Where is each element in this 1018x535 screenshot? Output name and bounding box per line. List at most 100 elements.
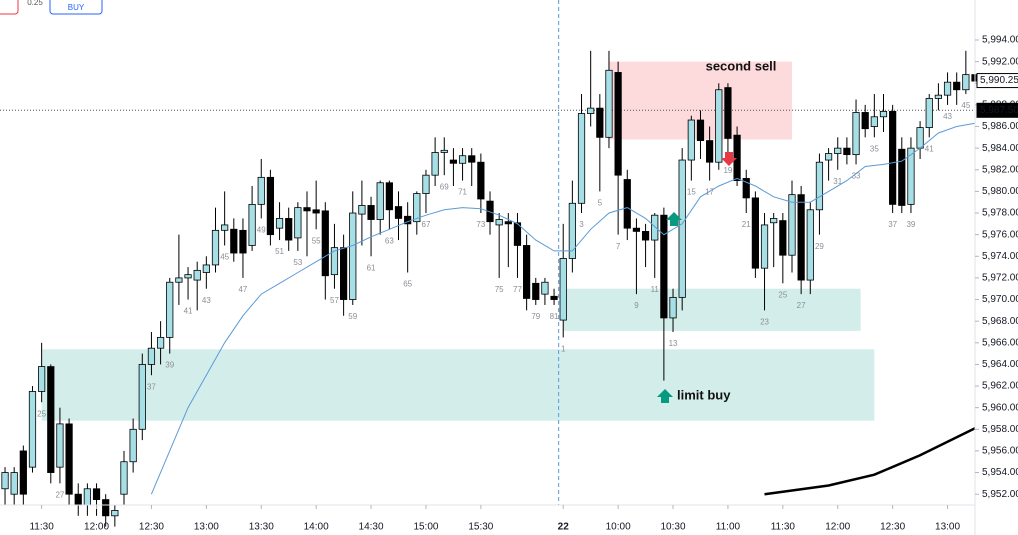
x-tick-label: 14:00 [304, 522, 329, 533]
price-label: 5,990.25 [980, 75, 1018, 86]
candle-body [495, 219, 503, 226]
x-tick-label: 15:00 [413, 522, 438, 533]
bar-number: 37 [888, 220, 897, 229]
candle-body [10, 472, 18, 495]
x-tick-label: 15:30 [468, 522, 493, 533]
bar-number: 7 [616, 242, 621, 251]
bar-number: 67 [422, 220, 431, 229]
candle-body [340, 247, 348, 300]
candle-body [413, 193, 421, 223]
bar-number: 65 [403, 280, 412, 289]
y-tick-label: 5,976.00 [982, 229, 1018, 240]
candle-body [449, 159, 458, 164]
bar-number: 49 [257, 226, 266, 235]
candle-body [138, 364, 146, 430]
candle-body [38, 366, 46, 392]
bar-number: 43 [202, 296, 211, 305]
bar-number: 33 [852, 171, 861, 180]
x-tick-label: 14:30 [359, 522, 384, 533]
candle-body [376, 182, 384, 220]
candle-body [285, 218, 293, 241]
candle-body [651, 214, 659, 241]
candle-body [541, 281, 549, 295]
bar-number: 41 [184, 307, 193, 316]
annotation: second sell [706, 58, 777, 73]
y-tick-label: 5,974.00 [982, 251, 1018, 262]
x-tick-label: 11:30 [29, 522, 54, 533]
bar-number: 35 [870, 144, 879, 153]
candle-body [431, 152, 439, 176]
candle-body [962, 74, 970, 91]
candle-body [166, 281, 174, 338]
bar-number: 45 [961, 101, 970, 110]
bar-number: 47 [238, 285, 247, 294]
candle-body [129, 428, 137, 463]
candle-body [806, 209, 814, 281]
candle-body [92, 488, 101, 500]
y-tick-label: 5,980.00 [982, 186, 1018, 197]
bar-number: 51 [275, 247, 284, 256]
candle-body [742, 178, 750, 199]
zone [563, 288, 861, 331]
candle-body [230, 228, 238, 254]
candle-body [788, 194, 796, 256]
candle-body [797, 194, 805, 281]
candle-body [349, 212, 357, 300]
y-tick-label: 5,956.00 [982, 446, 1018, 457]
candle-body [513, 222, 522, 246]
candle-body [175, 277, 183, 283]
candle-body [687, 119, 695, 161]
candle-body [74, 493, 82, 506]
buy-button[interactable] [49, 0, 103, 15]
bar-number: 3 [579, 220, 584, 229]
candle-body [147, 347, 156, 365]
x-tick-label: 11:00 [716, 522, 741, 533]
candle-body [614, 72, 622, 176]
candle-body [303, 207, 311, 212]
candle-body [770, 218, 778, 224]
bar-number: 21 [742, 220, 751, 229]
bar-number: 11 [651, 285, 660, 294]
candle-body [394, 206, 403, 219]
bar-number: 61 [367, 263, 376, 272]
bar-number: 79 [531, 312, 540, 321]
bar-number: 81 [550, 312, 559, 321]
sell-button[interactable] [0, 0, 19, 15]
candle-body [202, 264, 210, 273]
bar-number: 71 [458, 188, 467, 197]
bar-number: 43 [943, 112, 952, 121]
candle-body [321, 210, 329, 277]
candle-body [953, 81, 961, 91]
candle-body [385, 182, 393, 211]
candle-body [870, 116, 878, 127]
candle-body [266, 176, 275, 236]
candle-body [733, 134, 741, 181]
y-tick-label: 5,972.00 [982, 273, 1018, 284]
candle-body [19, 450, 27, 495]
candle-body [678, 159, 686, 298]
y-tick-label: 5,952.00 [982, 489, 1018, 500]
y-tick-label: 5,970.00 [982, 294, 1018, 305]
candle-body [523, 245, 531, 299]
candle-body [577, 113, 586, 204]
bar-number: 15 [687, 188, 696, 197]
zone [41, 349, 875, 421]
candle-body [83, 488, 91, 506]
bar-number: 39 [165, 361, 174, 370]
candle-body [834, 147, 842, 154]
candle-body [934, 94, 943, 99]
bar-number: 39 [906, 220, 915, 229]
candle-body [706, 140, 714, 163]
buy-arrow [666, 212, 682, 226]
bar-number: 25 [37, 409, 46, 418]
candle-body [751, 197, 759, 269]
x-tick-label: 12:00 [825, 522, 850, 533]
candle-body [257, 176, 265, 205]
bar-number: 45 [220, 253, 229, 262]
candle-body [669, 296, 677, 319]
candle-body [605, 69, 613, 138]
candle-body [596, 107, 604, 138]
bar-number: 37 [147, 382, 156, 391]
bar-number: 57 [330, 296, 339, 305]
bar-number: 73 [476, 220, 485, 229]
